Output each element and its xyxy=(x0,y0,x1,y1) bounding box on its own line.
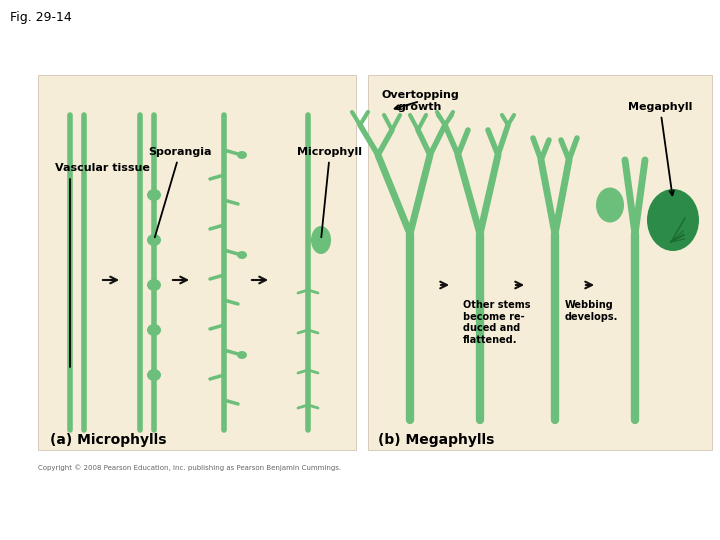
Ellipse shape xyxy=(147,369,161,381)
Ellipse shape xyxy=(237,351,247,359)
Text: Fig. 29-14: Fig. 29-14 xyxy=(10,11,72,24)
Ellipse shape xyxy=(311,226,331,254)
Ellipse shape xyxy=(147,279,161,291)
Text: Microphyll: Microphyll xyxy=(297,147,362,237)
Ellipse shape xyxy=(647,189,699,251)
Text: (a) Microphylls: (a) Microphylls xyxy=(50,433,166,447)
Ellipse shape xyxy=(596,187,624,222)
Bar xyxy=(38,75,356,450)
Ellipse shape xyxy=(147,189,161,201)
Text: Copyright © 2008 Pearson Education, Inc. publishing as Pearson Benjamin Cummings: Copyright © 2008 Pearson Education, Inc.… xyxy=(38,464,341,471)
Bar xyxy=(368,75,712,450)
Ellipse shape xyxy=(237,151,247,159)
Text: (b) Megaphylls: (b) Megaphylls xyxy=(378,433,495,447)
Ellipse shape xyxy=(147,324,161,336)
Text: Webbing
develops.: Webbing develops. xyxy=(565,300,618,322)
Text: Vascular tissue: Vascular tissue xyxy=(55,163,150,367)
Ellipse shape xyxy=(147,234,161,246)
Text: Other stems
become re-
duced and
flattened.: Other stems become re- duced and flatten… xyxy=(463,300,531,345)
Text: Megaphyll: Megaphyll xyxy=(628,102,692,195)
Text: Sporangia: Sporangia xyxy=(148,147,212,238)
Text: Overtopping
growth: Overtopping growth xyxy=(381,90,459,112)
Ellipse shape xyxy=(237,251,247,259)
